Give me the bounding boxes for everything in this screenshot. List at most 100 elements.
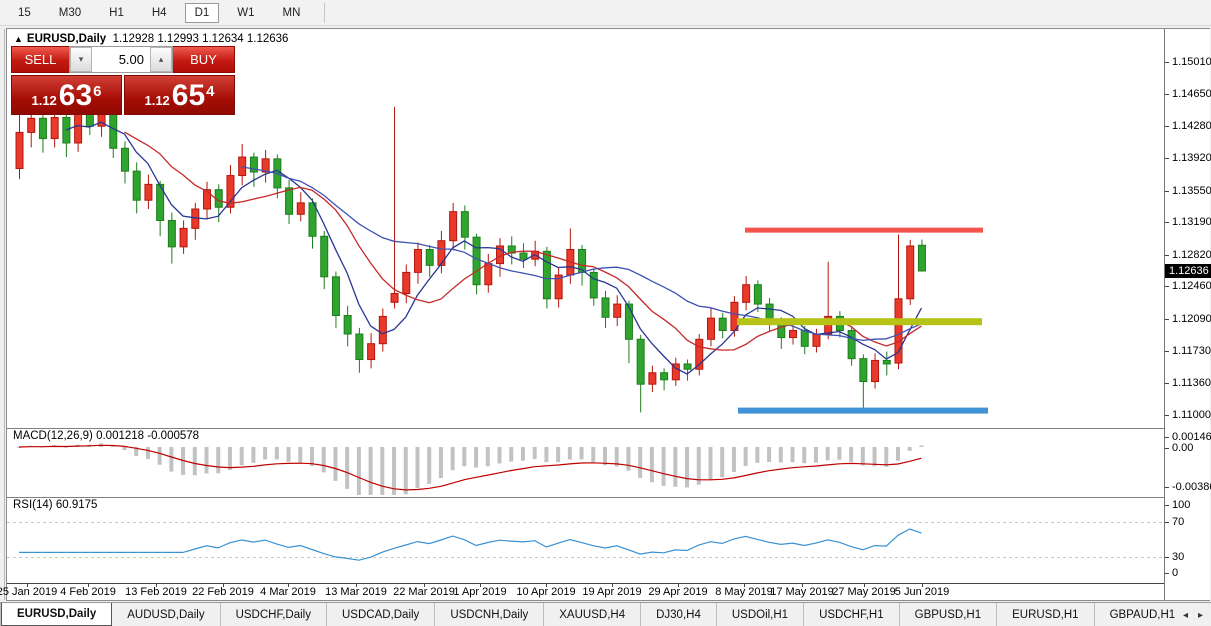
timeframe-button-h4[interactable]: H4 [151, 6, 167, 19]
volume-input[interactable]: 5.00 [118, 52, 144, 67]
candle-bear [601, 297, 610, 318]
date-label: 19 Apr 2019 [582, 586, 642, 598]
candle-bull [484, 263, 493, 286]
volume-increase-button[interactable]: ▴ [150, 47, 172, 72]
candle-bull [27, 117, 36, 133]
sell-price-prefix: 1.12 [31, 93, 57, 108]
price-axis: 1.12636 1.15010 1.14650 1.14280 1.13920 1.13… [1164, 29, 1211, 600]
candle-bear [589, 271, 598, 299]
chart-tab-xauusd-h4[interactable]: XAUUSD,H4 [544, 603, 642, 626]
volume-decrease-button[interactable]: ▾ [70, 47, 92, 72]
timeframe-button-mn[interactable]: MN [282, 6, 301, 19]
candle-bull [390, 293, 399, 303]
support-line[interactable] [738, 407, 988, 414]
candle-bull [226, 175, 235, 208]
buy-price-tile[interactable]: 1.12 65 4 [124, 75, 235, 115]
buy-button[interactable]: BUY [173, 46, 235, 73]
price-axis-label: 1.11000 [1172, 409, 1211, 421]
timeframe-button-h1[interactable]: H1 [109, 6, 124, 19]
macd-histogram-bar [438, 447, 443, 478]
chart-window: ▲ EURUSD,Daily 1.12928 1.12993 1.12634 1.… [0, 28, 1211, 601]
macd-histogram-bar [145, 447, 150, 460]
candle-bear [109, 113, 118, 149]
tabs: EURUSD,Daily AUDUSD,Daily USDCHF,Daily USDC… [1, 603, 1211, 626]
candle-bull [296, 202, 305, 215]
sell-price-big: 63 [58, 79, 93, 112]
chart-tab-usdcad-daily[interactable]: USDCAD,Daily [327, 603, 436, 626]
date-label: 27 May 2019 [832, 586, 896, 598]
one-click-trade-panel: SELL ▾ 5.00 ▴ BUY 1.12 63 6 1.12 65 4 [11, 46, 235, 115]
macd-histogram-bar [134, 447, 139, 456]
chart-quote-values: 1.12928 1.12993 1.12634 1.12636 [112, 33, 289, 45]
chart-tab-eurusd-h1[interactable]: EURUSD,H1 [997, 603, 1095, 626]
timeframe-button-w1[interactable]: W1 [237, 6, 255, 19]
timeframe-button-d1[interactable]: D1 [184, 2, 220, 23]
macd-histogram-bar [122, 447, 127, 451]
macd-histogram-bar [239, 447, 244, 466]
macd-histogram-bar [532, 447, 537, 460]
candle-bear [882, 359, 891, 365]
macd-histogram-bar [591, 447, 596, 462]
axis-tick-mark [1165, 351, 1169, 352]
candle-bear [519, 252, 528, 260]
axis-tick-mark [1165, 573, 1169, 574]
macd-histogram-bar [368, 447, 373, 495]
candle-bull [648, 372, 657, 385]
candle-bear [285, 187, 294, 215]
sell-price-tile[interactable]: 1.12 63 6 [11, 75, 122, 115]
current-price-tag: 1.12636 [1165, 264, 1211, 278]
timeframe-button-m30[interactable]: M30 [58, 6, 82, 19]
candle-bull [449, 211, 458, 242]
date-label: 4 Feb 2019 [60, 586, 116, 598]
tab-bar-edge [0, 603, 1, 626]
price-axis-label: 1.11360 [1172, 377, 1211, 389]
tab-scroll-right-button[interactable]: ▸ [1197, 609, 1203, 621]
date-label: 10 Apr 2019 [516, 586, 576, 598]
macd-histogram-bar [157, 447, 162, 465]
candle-bear [624, 303, 633, 340]
axis-tick-mark [1165, 62, 1169, 63]
breakout-line[interactable] [737, 318, 982, 326]
moving-average-20 [241, 166, 922, 342]
price-axis-label: 1.13920 [1172, 152, 1211, 164]
candle-bear [753, 284, 762, 305]
candle-bear [343, 315, 352, 335]
macd-histogram-bar [462, 447, 467, 467]
chart-tab-gbpusd-h1[interactable]: GBPUSD,H1 [900, 603, 998, 626]
resistance-line[interactable] [745, 227, 983, 233]
axis-tick-mark [1165, 383, 1169, 384]
tab-scroll-left-button[interactable]: ◂ [1182, 609, 1188, 621]
macd-histogram-bar [227, 447, 232, 470]
macd-histogram-bar [544, 447, 549, 463]
chart-tab-usdcnh-daily[interactable]: USDCNH,Daily [435, 603, 545, 626]
candle-bear [859, 358, 868, 383]
chart-tab-dj30-h4[interactable]: DJ30,H4 [641, 603, 717, 626]
candle-bull [238, 156, 247, 177]
timeframe-button-15[interactable]: 15 [18, 6, 31, 19]
candle-bull [730, 301, 739, 331]
chart-tab-usdchf-daily[interactable]: USDCHF,Daily [221, 603, 327, 626]
chart-tab-usdchf-h1[interactable]: USDCHF,H1 [804, 603, 900, 626]
price-axis-label: 1.13550 [1172, 185, 1211, 197]
chart-tab-eurusd-daily[interactable]: EURUSD,Daily [1, 603, 113, 626]
candle-bear [683, 363, 692, 370]
chart-tab-audusd-daily[interactable]: AUDUSD,Daily [112, 603, 221, 626]
axis-tick-mark [1165, 522, 1169, 523]
macd-histogram-bar [380, 447, 385, 495]
macd-histogram-bar [790, 447, 795, 463]
candle-bull [413, 249, 422, 273]
macd-histogram-bar [614, 447, 619, 467]
toolbar-separator [324, 2, 326, 23]
candle-bull [144, 183, 153, 201]
sell-button[interactable]: SELL [11, 46, 69, 73]
macd-histogram-bar [251, 447, 256, 463]
axis-tick-mark [1165, 487, 1169, 488]
collapse-icon[interactable]: ▲ [14, 34, 23, 44]
candle-bear [718, 317, 727, 331]
macd-histogram-bar [603, 447, 607, 466]
chart-tab-usdoil-h1[interactable]: USDOil,H1 [717, 603, 805, 626]
macd-histogram-bar [485, 447, 490, 467]
sell-price-pip: 6 [93, 83, 102, 100]
macd-signal-value: -0.000578 [147, 430, 200, 442]
macd-histogram-bar [310, 447, 314, 466]
